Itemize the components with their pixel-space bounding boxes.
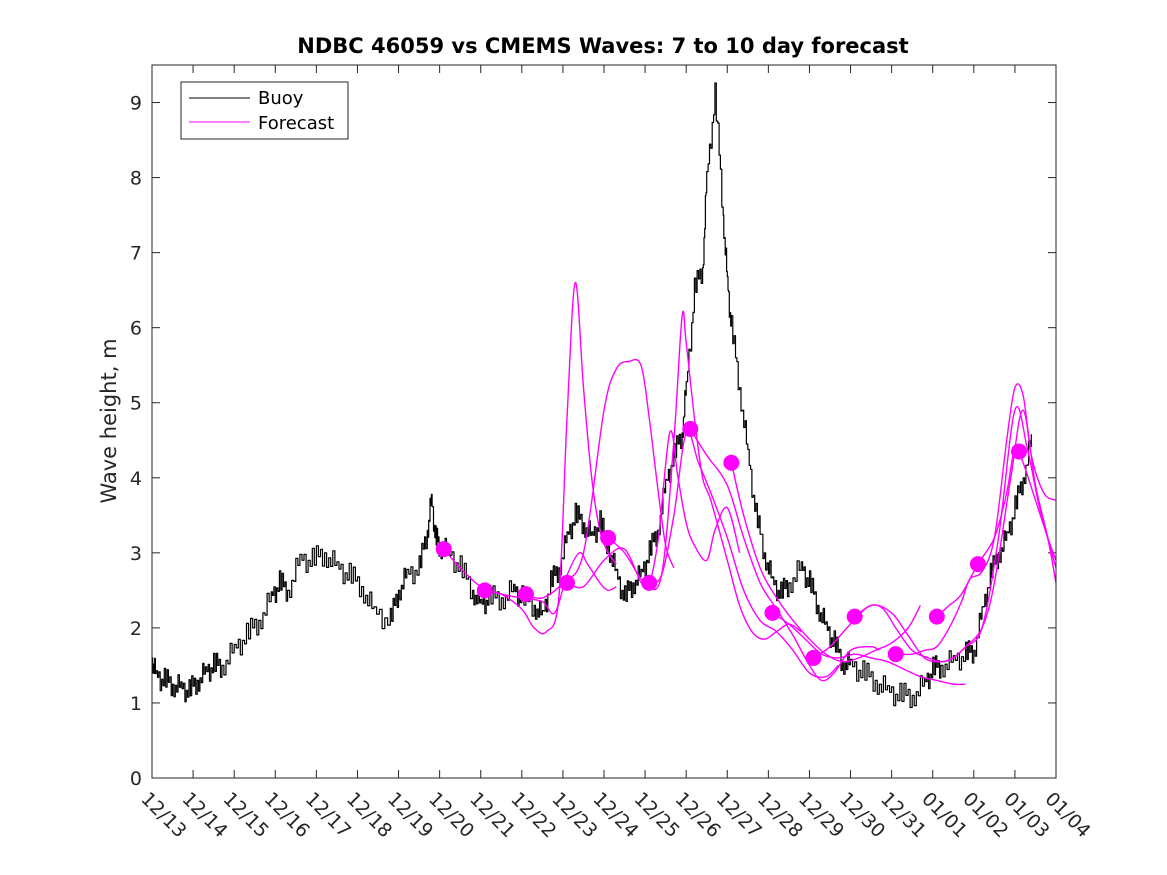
y-axis-label: Wave height, m <box>97 338 121 503</box>
forecast-series-line-2 <box>484 281 617 635</box>
forecast-series-line-13 <box>936 445 1057 618</box>
forecast-series-line-12 <box>895 383 1057 656</box>
forecast-marker <box>928 608 945 625</box>
legend: Buoy Forecast <box>180 81 349 140</box>
y-tick-label: 7 <box>130 243 142 265</box>
axes-box <box>151 64 1057 779</box>
y-tick-label: 2 <box>130 618 142 640</box>
series-group <box>152 82 1057 709</box>
legend-label-forecast: Forecast <box>258 113 334 134</box>
forecast-marker <box>887 646 904 663</box>
y-tick-label: 4 <box>130 468 142 490</box>
y-axis-ticks: 0 1 2 3 4 5 6 7 8 9 <box>130 93 1056 790</box>
forecast-series-line-5 <box>607 310 802 640</box>
forecast-markers <box>435 421 1028 666</box>
buoy-series-line <box>152 82 1032 709</box>
forecast-series-line-4 <box>566 430 741 589</box>
y-tick-label: 3 <box>130 543 142 565</box>
forecast-marker <box>600 529 617 546</box>
forecast-marker <box>476 582 493 599</box>
forecast-marker <box>846 608 863 625</box>
forecast-marker <box>723 454 740 471</box>
forecast-series-line-9 <box>772 612 966 686</box>
plot-area <box>152 65 1056 778</box>
forecast-marker <box>805 649 822 666</box>
y-tick-label: 8 <box>130 168 142 190</box>
y-tick-label: 5 <box>130 393 142 415</box>
forecast-marker <box>435 541 452 558</box>
y-tick-label: 6 <box>130 318 142 340</box>
legend-label-buoy: Buoy <box>258 88 304 109</box>
forecast-marker <box>1011 443 1028 460</box>
chart-title: NDBC 46059 vs CMEMS Waves: 7 to 10 day f… <box>297 34 908 58</box>
legend-box <box>180 81 349 140</box>
y-tick-label: 1 <box>130 693 142 715</box>
y-tick-label: 0 <box>130 768 142 790</box>
forecast-series-line-6 <box>648 430 839 678</box>
y-tick-label: 9 <box>130 93 142 115</box>
forecast-marker <box>682 421 699 438</box>
forecast-marker <box>559 574 576 591</box>
forecast-series-line-8 <box>730 462 922 663</box>
forecast-marker <box>641 574 658 591</box>
forecast-marker <box>969 556 986 573</box>
forecast-marker <box>517 586 534 603</box>
forecast-marker <box>764 604 781 621</box>
forecast-series-line-7 <box>689 428 880 682</box>
